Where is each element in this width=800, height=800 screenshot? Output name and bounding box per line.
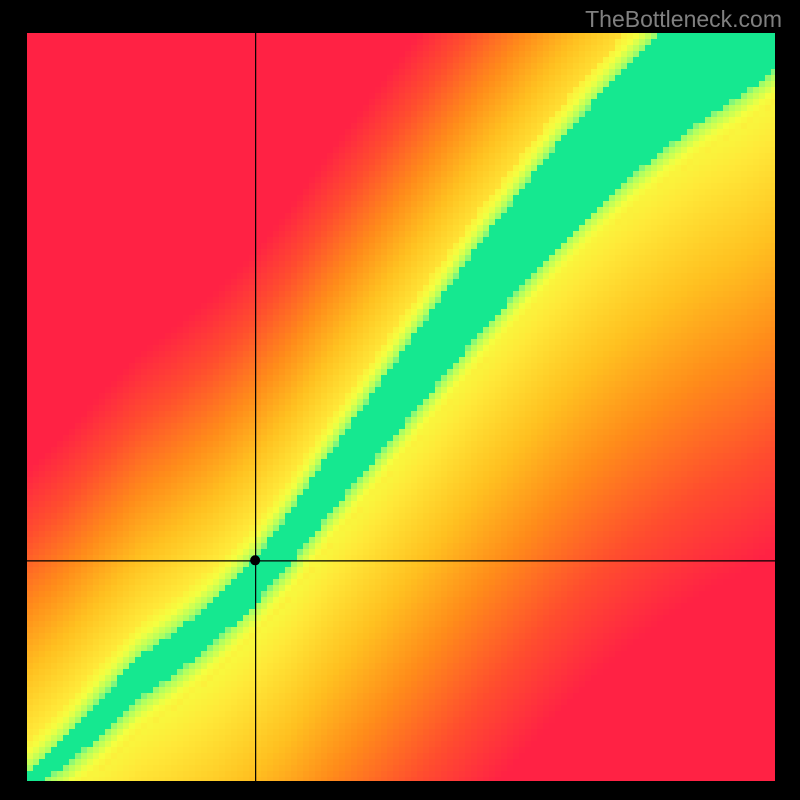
watermark-text: TheBottleneck.com bbox=[585, 6, 782, 33]
chart-container: TheBottleneck.com bbox=[0, 0, 800, 800]
heatmap-canvas bbox=[0, 0, 800, 800]
